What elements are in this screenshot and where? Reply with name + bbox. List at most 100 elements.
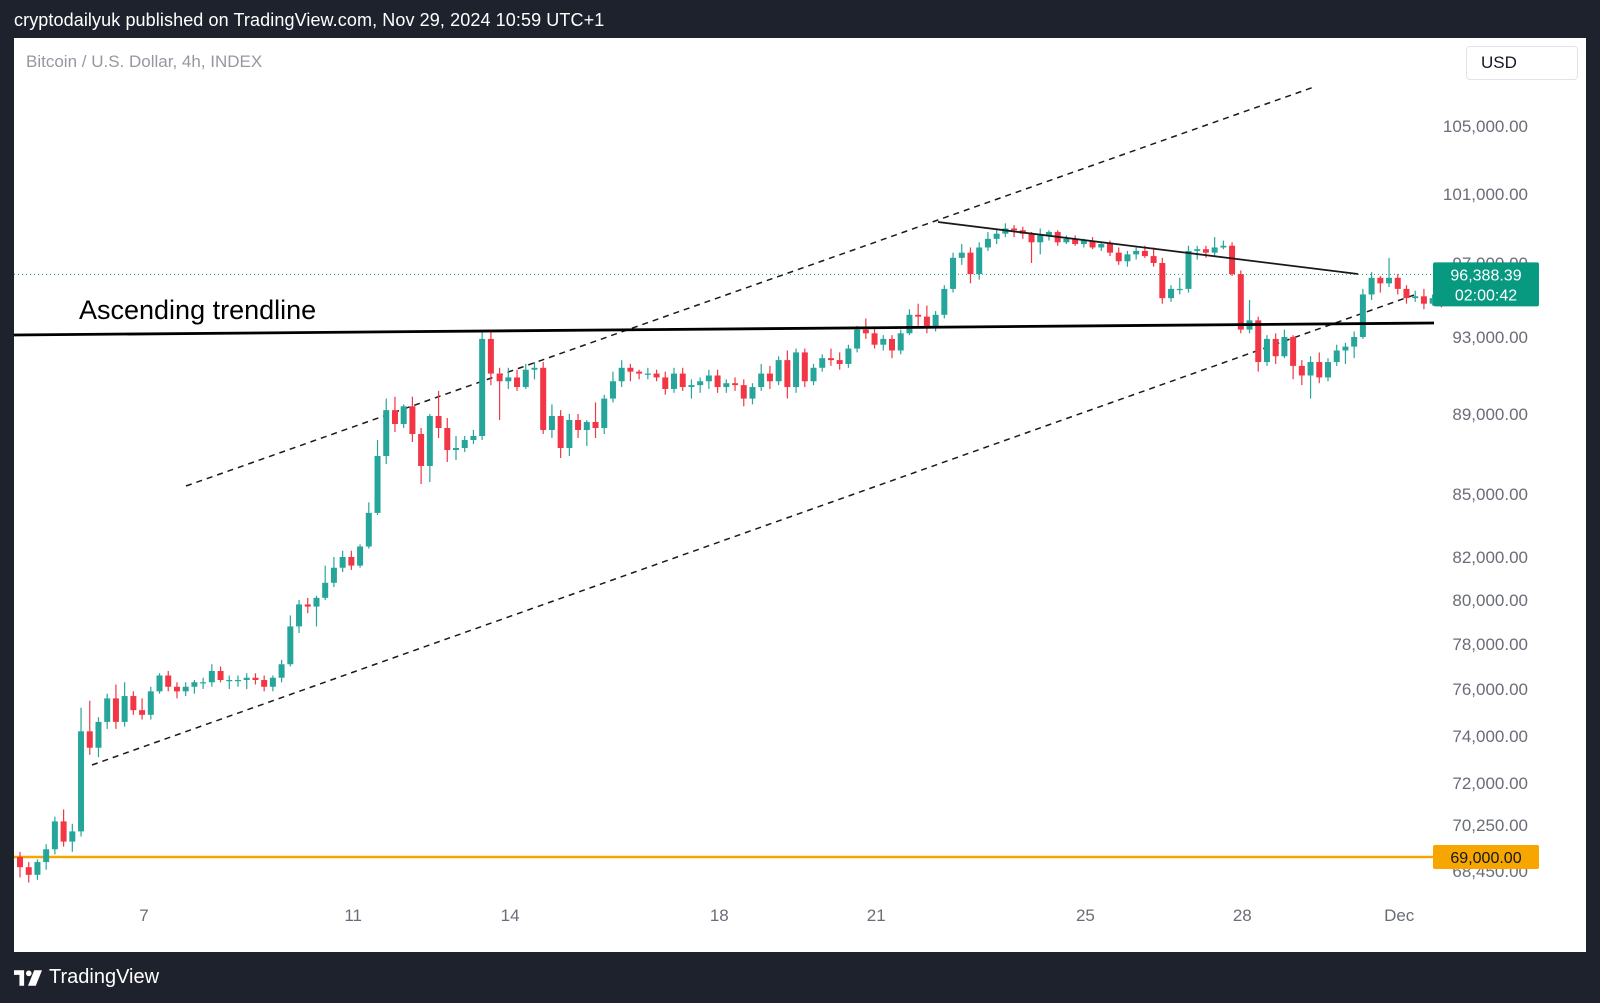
candle[interactable] <box>644 367 651 380</box>
candle[interactable] <box>1377 275 1384 293</box>
footer-branding[interactable]: TradingView <box>14 966 159 989</box>
candle[interactable] <box>383 398 390 464</box>
candle[interactable] <box>409 396 416 442</box>
candle[interactable] <box>1298 360 1305 386</box>
candle[interactable] <box>461 436 468 452</box>
candle[interactable] <box>34 859 41 880</box>
candle[interactable] <box>601 394 608 434</box>
candle[interactable] <box>1325 358 1331 382</box>
candle[interactable] <box>1133 247 1140 260</box>
candle[interactable] <box>217 666 224 683</box>
currency-button[interactable]: USD <box>1466 46 1578 80</box>
candle[interactable] <box>339 550 346 573</box>
candle[interactable] <box>984 231 991 251</box>
candle[interactable] <box>1368 272 1375 300</box>
price-axis[interactable]: 105,000.00101,000.0097,000.0093,000.0089… <box>1443 117 1528 881</box>
candle[interactable] <box>1403 285 1410 304</box>
candle[interactable] <box>505 367 512 389</box>
candle[interactable] <box>671 367 677 393</box>
candle[interactable] <box>514 369 521 391</box>
candle[interactable] <box>522 363 529 389</box>
candle[interactable] <box>191 680 198 694</box>
candle[interactable] <box>836 352 843 370</box>
candle[interactable] <box>130 691 137 715</box>
candle[interactable] <box>575 414 582 438</box>
candle[interactable] <box>1351 331 1358 359</box>
descending-resistance-line[interactable] <box>937 221 1359 275</box>
candle[interactable] <box>400 404 407 428</box>
candle[interactable] <box>391 396 398 432</box>
candle[interactable] <box>1159 257 1166 304</box>
candle[interactable] <box>705 369 712 389</box>
candle[interactable] <box>1194 245 1201 260</box>
candle[interactable] <box>95 717 102 758</box>
candle[interactable] <box>1307 356 1314 399</box>
candle[interactable] <box>1089 237 1096 250</box>
candle[interactable] <box>854 325 861 353</box>
candle[interactable] <box>1168 285 1175 302</box>
candle[interactable] <box>348 550 355 570</box>
symbol-label[interactable]: Bitcoin / U.S. Dollar, 4h, INDEX <box>26 52 263 71</box>
candle[interactable] <box>923 305 930 334</box>
candle[interactable] <box>1211 237 1218 257</box>
candle[interactable] <box>444 418 451 462</box>
candle[interactable] <box>470 430 477 444</box>
candle[interactable] <box>784 350 791 399</box>
candle[interactable] <box>365 502 372 549</box>
candle[interactable] <box>1412 290 1419 302</box>
candle[interactable] <box>60 809 67 847</box>
candle[interactable] <box>618 360 625 388</box>
ascending-trendline[interactable] <box>14 321 1435 337</box>
candle[interactable] <box>269 675 276 692</box>
candle[interactable] <box>208 664 215 687</box>
candle[interactable] <box>374 440 381 515</box>
candle[interactable] <box>609 371 616 403</box>
price-chart[interactable]: 105,000.00101,000.0097,000.0093,000.0089… <box>14 38 1586 952</box>
candle[interactable] <box>1394 274 1401 295</box>
candle[interactable] <box>1028 231 1035 263</box>
candle[interactable] <box>540 362 547 434</box>
candles[interactable] <box>17 223 1480 883</box>
candle[interactable] <box>296 600 303 633</box>
candle[interactable] <box>1342 342 1349 364</box>
candle[interactable] <box>165 671 172 692</box>
candle[interactable] <box>1316 352 1323 384</box>
candle[interactable] <box>827 348 834 366</box>
candle[interactable] <box>679 367 686 391</box>
candle[interactable] <box>322 565 329 600</box>
candle[interactable] <box>775 356 782 386</box>
candle[interactable] <box>950 252 957 293</box>
candle[interactable] <box>749 383 756 405</box>
candle[interactable] <box>1272 333 1279 364</box>
candle[interactable] <box>557 410 564 458</box>
candle[interactable] <box>993 230 1000 245</box>
candle[interactable] <box>1420 288 1427 310</box>
candle[interactable] <box>897 329 904 355</box>
candle[interactable] <box>252 673 259 685</box>
candle[interactable] <box>278 659 285 683</box>
candle[interactable] <box>871 327 878 349</box>
candle[interactable] <box>78 707 85 837</box>
candle[interactable] <box>1124 250 1131 267</box>
candle[interactable] <box>25 862 32 883</box>
candle[interactable] <box>226 675 233 690</box>
candle[interactable] <box>287 615 294 667</box>
candle[interactable] <box>496 367 503 420</box>
candle[interactable] <box>479 331 486 440</box>
candle[interactable] <box>139 698 146 720</box>
candle[interactable] <box>43 844 50 870</box>
candle[interactable] <box>313 595 320 627</box>
candle[interactable] <box>173 682 180 699</box>
candle[interactable] <box>548 404 555 438</box>
candle[interactable] <box>200 677 207 689</box>
candle[interactable] <box>330 557 337 588</box>
candle[interactable] <box>714 369 721 393</box>
candle[interactable] <box>1263 335 1270 366</box>
candle[interactable] <box>453 436 459 460</box>
candle[interactable] <box>112 684 119 729</box>
candle[interactable] <box>147 686 154 720</box>
candle[interactable] <box>1281 329 1288 359</box>
candle[interactable] <box>243 673 250 689</box>
candle[interactable] <box>976 242 983 280</box>
candle[interactable] <box>697 377 704 393</box>
